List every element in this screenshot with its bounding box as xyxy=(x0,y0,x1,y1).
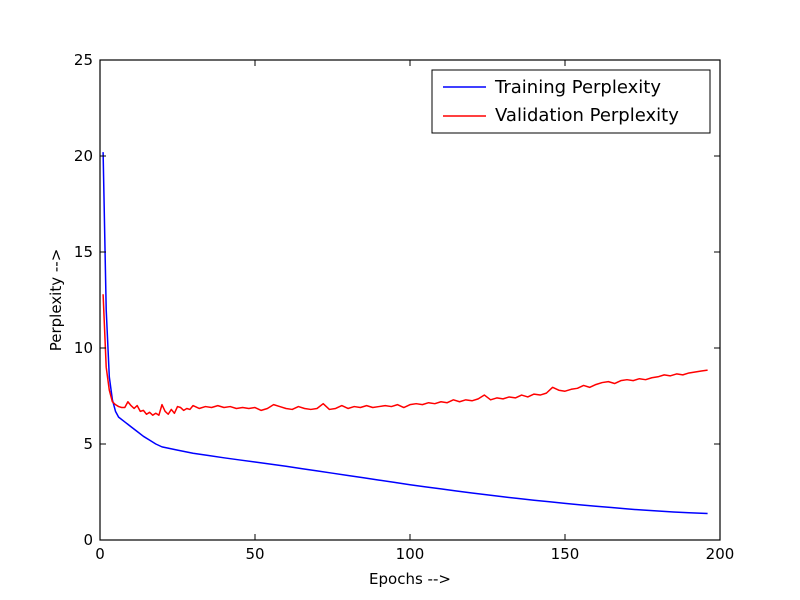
y-tick-label: 5 xyxy=(83,435,93,453)
x-tick-label: 150 xyxy=(551,545,580,563)
y-tick-label: 0 xyxy=(83,531,93,549)
legend: Training Perplexity Validation Perplexit… xyxy=(431,69,711,134)
x-tick-label: 200 xyxy=(706,545,735,563)
x-tick-label: 0 xyxy=(95,545,105,563)
y-tick-label: 20 xyxy=(74,147,93,165)
x-axis-ticks: 0 50 100 150 200 xyxy=(95,60,734,563)
series-layer xyxy=(102,152,708,515)
legend-label-validation: Validation Perplexity xyxy=(495,105,679,126)
y-tick-label: 10 xyxy=(74,339,93,357)
y-tick-label: 25 xyxy=(74,51,93,69)
legend-frame xyxy=(431,69,711,134)
legend-label-training: Training Perplexity xyxy=(494,77,661,98)
x-tick-label: 100 xyxy=(396,545,425,563)
series-line-training-perplexity xyxy=(102,152,708,515)
y-axis-label: Perplexity --> xyxy=(47,249,65,352)
x-axis-label: Epochs --> xyxy=(369,570,451,588)
series-line-validation-perplexity xyxy=(102,294,708,416)
y-tick-label: 15 xyxy=(74,243,93,261)
x-tick-label: 50 xyxy=(245,545,264,563)
y-axis-ticks: 0 5 10 15 20 25 xyxy=(74,51,720,549)
